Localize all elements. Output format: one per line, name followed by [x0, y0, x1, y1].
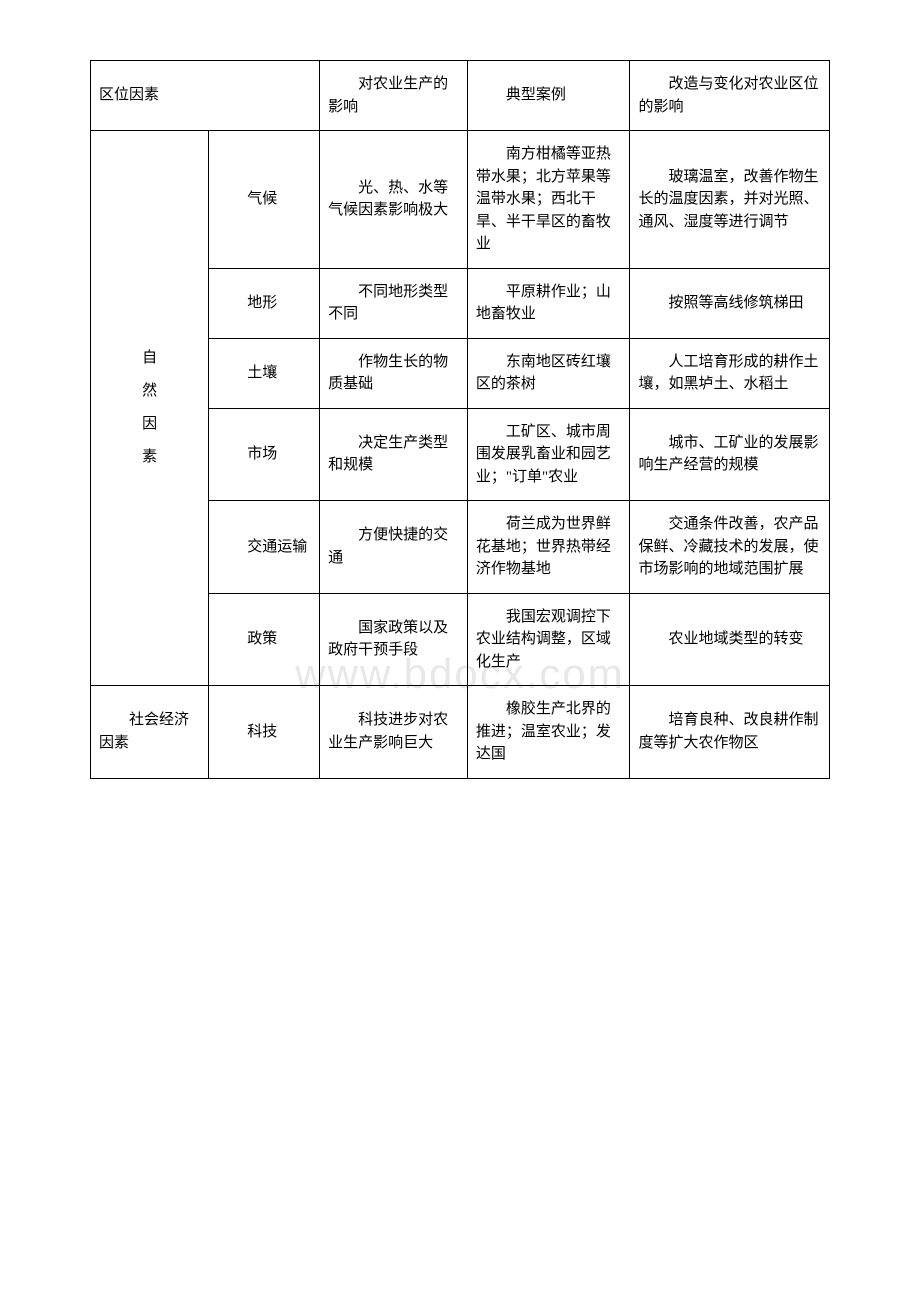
- header-case: 典型案例: [467, 61, 630, 131]
- header-location-factor: 区位因素: [91, 61, 320, 131]
- cell-factor: 政策: [209, 593, 320, 686]
- cell-change: 人工培育形成的耕作土壤，如黑垆土、水稻土: [630, 338, 830, 408]
- cell-change: 培育良种、改良耕作制度等扩大农作物区: [630, 686, 830, 779]
- cell-case: 平原耕作业；山地畜牧业: [467, 268, 630, 338]
- header-impact: 对农业生产的影响: [320, 61, 468, 131]
- group-natural-factors: 自然因素: [91, 131, 209, 686]
- cell-case: 我国宏观调控下农业结构调整，区域化生产: [467, 593, 630, 686]
- cell-impact: 方便快捷的交通: [320, 501, 468, 594]
- cell-factor: 科技: [209, 686, 320, 779]
- cell-factor: 市场: [209, 408, 320, 501]
- cell-impact: 国家政策以及政府干预手段: [320, 593, 468, 686]
- cell-factor: 交通运输: [209, 501, 320, 594]
- cell-case: 南方柑橘等亚热带水果；北方苹果等温带水果；西北干旱、半干旱区的畜牧业: [467, 131, 630, 269]
- group-social-economic: 社会经济因素: [91, 686, 209, 779]
- cell-factor: 气候: [209, 131, 320, 269]
- table-row: 社会经济因素 科技 科技进步对农业生产影响巨大 橡胶生产北界的推进；温室农业；发…: [91, 686, 830, 779]
- cell-change: 交通条件改善，农产品保鲜、冷藏技术的发展，使市场影响的地域范围扩展: [630, 501, 830, 594]
- cell-factor: 土壤: [209, 338, 320, 408]
- cell-impact: 科技进步对农业生产影响巨大: [320, 686, 468, 779]
- cell-case: 荷兰成为世界鲜花基地；世界热带经济作物基地: [467, 501, 630, 594]
- table-container: www.bdocx.com 区位因素 对农业生产的影响 典型案例 改造与变化对农…: [90, 60, 830, 779]
- cell-impact: 光、热、水等气候因素影响极大: [320, 131, 468, 269]
- location-factors-table: 区位因素 对农业生产的影响 典型案例 改造与变化对农业区位的影响 自然因素 气候…: [90, 60, 830, 779]
- cell-impact: 不同地形类型不同: [320, 268, 468, 338]
- cell-change: 农业地域类型的转变: [630, 593, 830, 686]
- cell-impact: 决定生产类型和规模: [320, 408, 468, 501]
- cell-case: 橡胶生产北界的推进；温室农业；发达国: [467, 686, 630, 779]
- table-row: 自然因素 气候 光、热、水等气候因素影响极大 南方柑橘等亚热带水果；北方苹果等温…: [91, 131, 830, 269]
- cell-case: 工矿区、城市周围发展乳畜业和园艺业；"订单"农业: [467, 408, 630, 501]
- table-header-row: 区位因素 对农业生产的影响 典型案例 改造与变化对农业区位的影响: [91, 61, 830, 131]
- cell-change: 城市、工矿业的发展影响生产经营的规模: [630, 408, 830, 501]
- cell-change: 按照等高线修筑梯田: [630, 268, 830, 338]
- header-change: 改造与变化对农业区位的影响: [630, 61, 830, 131]
- cell-impact: 作物生长的物质基础: [320, 338, 468, 408]
- cell-case: 东南地区砖红壤区的茶树: [467, 338, 630, 408]
- cell-change: 玻璃温室，改善作物生长的温度因素，并对光照、通风、湿度等进行调节: [630, 131, 830, 269]
- cell-factor: 地形: [209, 268, 320, 338]
